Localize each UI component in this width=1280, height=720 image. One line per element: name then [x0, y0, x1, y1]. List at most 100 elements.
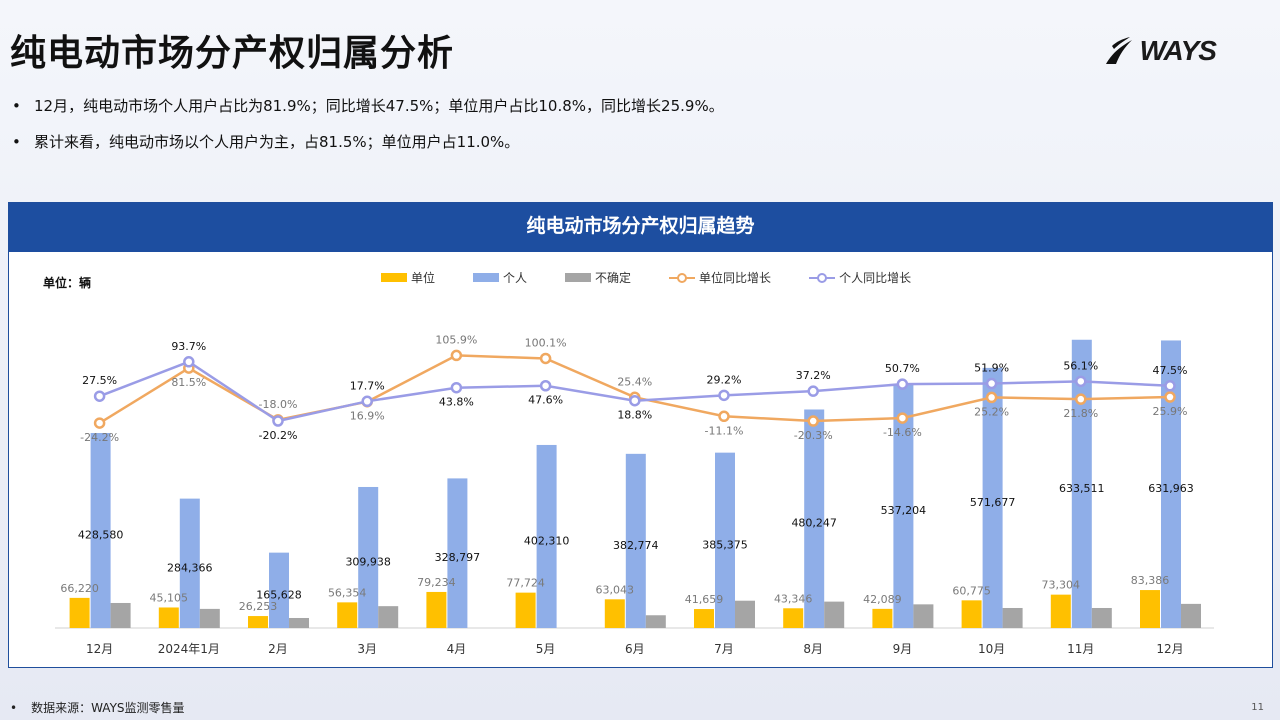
bar-personal	[625, 453, 646, 628]
bar-uncertain	[913, 604, 934, 628]
data-label-personal-growth: 50.7%	[885, 362, 920, 375]
bar-personal	[90, 432, 111, 628]
data-label-personal: 165,628	[256, 588, 302, 601]
data-label-unit: 73,304	[1042, 579, 1081, 592]
personal-growth-point	[629, 394, 641, 407]
x-tick-label: 9月	[893, 642, 913, 656]
x-tick-label: 3月	[357, 642, 377, 656]
data-label-unit: 60,775	[952, 584, 991, 597]
data-label-unit: 63,043	[596, 583, 635, 596]
unit-growth-point	[450, 349, 463, 362]
data-label-unit-growth: 25.4%	[617, 375, 652, 388]
bar-unit	[69, 597, 90, 628]
personal-growth-point	[361, 395, 373, 408]
chart-canvas: 12月 66,220 428,580 2024年1月 45,105 284,366 2月 26…	[55, 333, 1214, 656]
bar-unit	[515, 592, 536, 628]
unit-growth-point	[1075, 393, 1087, 405]
personal-growth-point	[718, 389, 730, 402]
data-label-personal: 537,204	[881, 504, 927, 517]
data-label-personal-growth: 27.5%	[82, 374, 117, 387]
bar-uncertain	[378, 606, 399, 628]
data-label-personal-growth: 51.9%	[974, 362, 1009, 375]
x-tick-label: 5月	[536, 642, 556, 656]
data-label-personal-growth: 17.7%	[350, 379, 385, 392]
bar-unit	[1050, 594, 1071, 628]
ways-logo-icon	[1105, 37, 1132, 64]
unit-growth-point	[807, 415, 819, 427]
bar-personal	[179, 498, 200, 628]
data-label-personal-growth: 56.1%	[1063, 359, 1098, 372]
x-tick-label: 2024年1月	[158, 642, 220, 656]
legend-item-unit: 单位	[381, 269, 435, 286]
data-label-personal-growth: 43.8%	[439, 396, 474, 409]
bar-unit	[158, 607, 179, 628]
personal-growth-point	[1075, 375, 1087, 388]
summary-bullets: 12月，纯电动市场个人用户占比为81.9%；同比增长47.5%；单位用户占比10…	[12, 94, 724, 166]
bar-uncertain	[1181, 603, 1201, 628]
data-label-personal: 633,511	[1059, 482, 1105, 495]
personal-growth-point	[1164, 380, 1176, 392]
data-label-unit-growth: -14.6%	[883, 426, 922, 439]
bar-personal	[715, 452, 735, 628]
personal-growth-point	[896, 378, 909, 390]
x-tick-label: 8月	[803, 642, 823, 656]
data-label-unit-growth: -24.2%	[80, 431, 119, 444]
data-label-unit-growth: -11.1%	[705, 424, 744, 437]
legend-swatch-personal	[473, 273, 500, 282]
legend-swatch-uncertain	[565, 273, 592, 282]
summary-bullet: 12月，纯电动市场个人用户占比为81.9%；同比增长47.5%；单位用户占比10…	[12, 94, 724, 130]
bar-unit	[961, 600, 982, 628]
personal-growth-point	[985, 377, 998, 390]
bar-personal	[536, 444, 557, 628]
legend-item-personal-growth: 个人同比增长	[809, 269, 911, 286]
bar-unit	[694, 609, 714, 628]
data-label-personal: 385,375	[702, 538, 748, 551]
data-label-personal: 428,580	[78, 528, 124, 541]
data-label-unit: 26,253	[239, 600, 278, 613]
data-label-personal-growth: 47.6%	[528, 394, 563, 407]
data-label-unit-growth: 21.8%	[1063, 407, 1098, 420]
data-label-unit: 42,089	[863, 593, 902, 606]
unit-label: 单位：辆	[43, 276, 92, 290]
unit-growth-point	[93, 417, 106, 429]
bar-unit	[872, 608, 893, 628]
data-label-unit: 79,234	[417, 576, 456, 589]
bar-uncertain	[824, 601, 845, 628]
chart-legend: 单位 个人 不确定 单位同比增长 个人同比增长	[381, 269, 949, 286]
data-label-personal: 480,247	[791, 517, 837, 530]
x-tick-label: 2月	[268, 642, 288, 656]
source-text: 数据来源：WAYS监测零售量	[31, 701, 185, 715]
data-label-personal-growth: -20.2%	[259, 429, 298, 442]
bullet-dot: •	[10, 701, 18, 715]
bar-unit	[783, 608, 804, 628]
legend-item-uncertain: 不确定	[565, 269, 631, 286]
x-tick-label: 4月	[447, 642, 467, 656]
chart-panel: 纯电动市场分产权归属趋势 单位：辆 单位 个人 不确定 单位同比增长 个人同比增…	[8, 202, 1273, 668]
personal-growth-point	[807, 385, 819, 397]
personal-growth-point	[272, 415, 284, 427]
bar-personal	[1161, 340, 1181, 628]
unit-growth-point	[1164, 391, 1176, 403]
bar-personal	[269, 552, 289, 628]
data-label-personal-growth: 18.8%	[617, 409, 652, 422]
data-label-personal: 284,366	[167, 561, 213, 574]
bar-unit	[1140, 590, 1160, 628]
legend-label: 个人	[503, 271, 528, 285]
data-label-unit-growth: -18.0%	[259, 398, 298, 411]
personal-growth-point	[539, 379, 552, 392]
data-label-personal: 328,797	[435, 551, 481, 564]
x-tick-label: 6月	[625, 642, 645, 656]
bar-uncertain	[110, 602, 131, 628]
personal-growth-point	[183, 356, 195, 368]
data-label-unit-growth: 16.9%	[350, 410, 385, 423]
data-label-unit: 45,105	[150, 591, 189, 604]
page-title: 纯电动市场分产权归属分析	[10, 33, 455, 74]
page-number: 11	[1251, 702, 1264, 713]
data-label-personal: 571,677	[970, 496, 1016, 509]
bar-personal	[982, 367, 1003, 628]
data-label-personal-growth: 47.5%	[1153, 364, 1188, 377]
data-label-unit: 56,354	[328, 586, 367, 599]
data-label-unit-growth: 81.5%	[171, 376, 206, 389]
data-label-unit-growth: -20.3%	[794, 429, 833, 442]
data-label-unit-growth: 25.2%	[974, 405, 1009, 418]
